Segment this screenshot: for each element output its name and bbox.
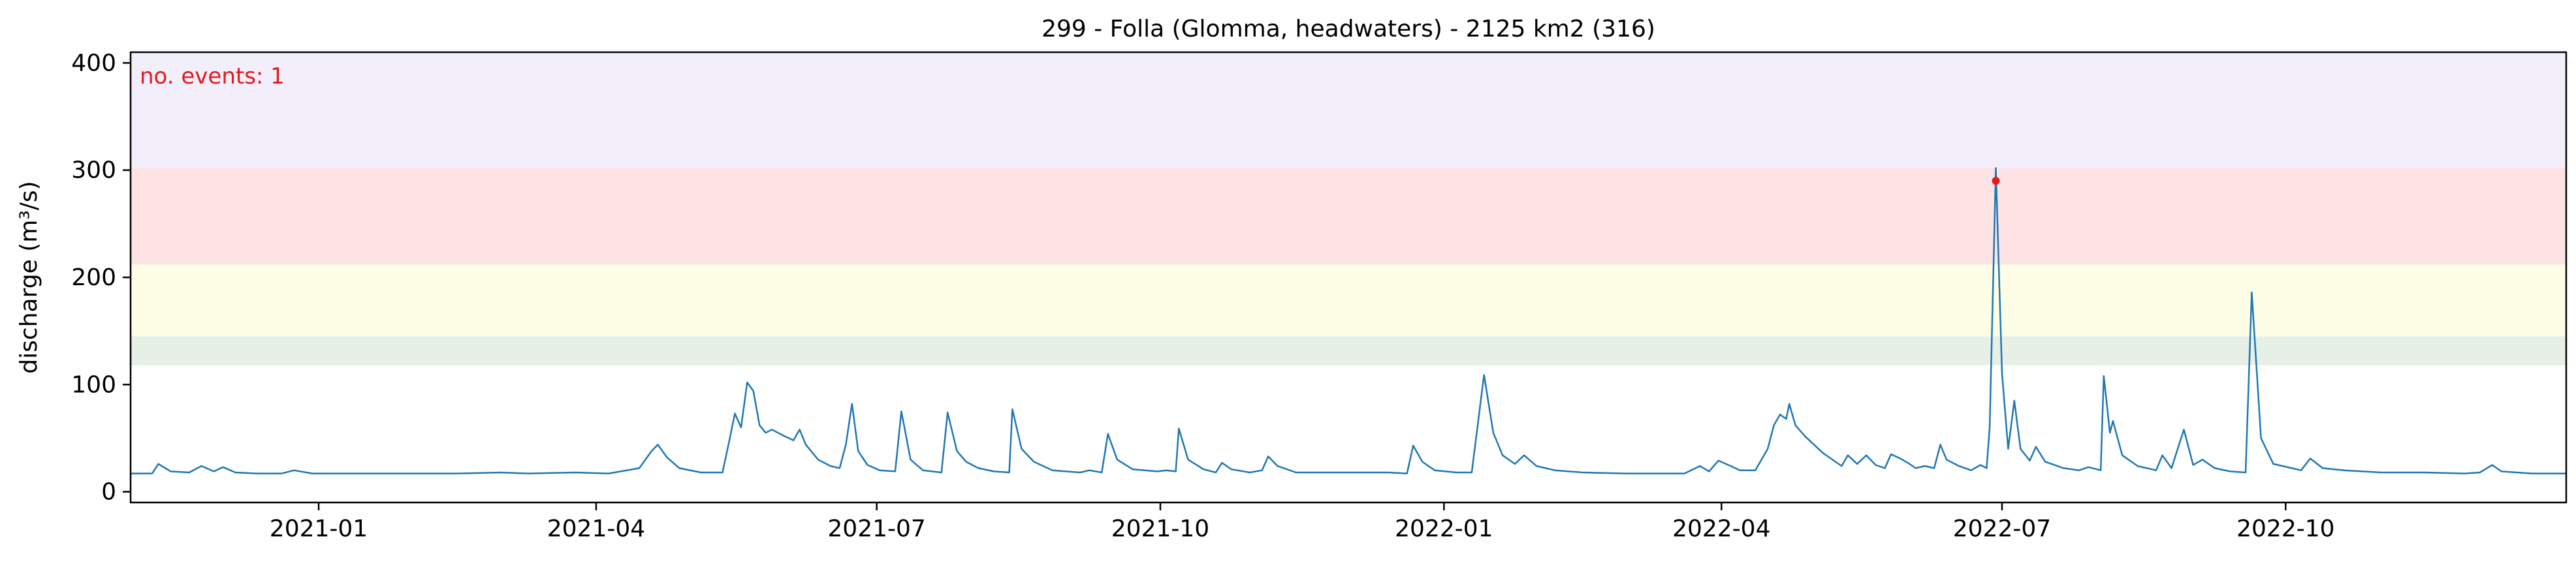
- series-line-0: [131, 167, 2566, 474]
- x-tick-label: 2022-04: [1672, 516, 1770, 542]
- chart-title: 299 - Folla (Glomma, headwaters) - 2125 …: [1042, 16, 1655, 42]
- x-tick-label: 2022-07: [1953, 516, 2051, 542]
- y-tick-label: 300: [71, 157, 116, 184]
- x-tick-label: 2021-10: [1111, 516, 1209, 542]
- series-layer: [131, 167, 2566, 474]
- threshold-band-1: [131, 264, 2566, 337]
- x-tick-label: 2021-07: [827, 516, 925, 542]
- y-tick-label: 100: [71, 371, 116, 398]
- event-marker-0: [1992, 177, 2000, 185]
- threshold-band-0: [131, 336, 2566, 365]
- y-axis-label: discharge (m³/s): [16, 181, 42, 373]
- threshold-band-3: [131, 52, 2566, 168]
- x-tick-label: 2021-01: [270, 516, 368, 542]
- y-tick-label: 400: [71, 50, 116, 76]
- x-tick-label: 2022-10: [2236, 516, 2334, 542]
- event-markers: [1992, 177, 2000, 185]
- y-tick-label: 200: [71, 264, 116, 291]
- threshold-bands: [131, 52, 2566, 365]
- y-tick-label: 0: [101, 479, 116, 506]
- x-axis: 2021-01 2021-04 2021-07 2021-10 2022-01 2022-…: [270, 502, 2335, 542]
- events-annotation: no. events: 1: [140, 63, 285, 89]
- y-axis: 0 100 200 300 400: [71, 50, 131, 506]
- x-tick-label: 2022-01: [1395, 516, 1493, 542]
- threshold-band-2: [131, 168, 2566, 265]
- x-tick-label: 2021-04: [547, 516, 645, 542]
